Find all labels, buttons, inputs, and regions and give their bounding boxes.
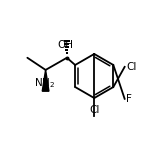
Text: Cl: Cl <box>89 105 99 115</box>
Text: NH$_2$: NH$_2$ <box>33 76 55 90</box>
Text: Cl: Cl <box>126 62 136 72</box>
Text: F: F <box>126 94 132 104</box>
Polygon shape <box>42 70 49 91</box>
Text: OH: OH <box>57 40 73 50</box>
